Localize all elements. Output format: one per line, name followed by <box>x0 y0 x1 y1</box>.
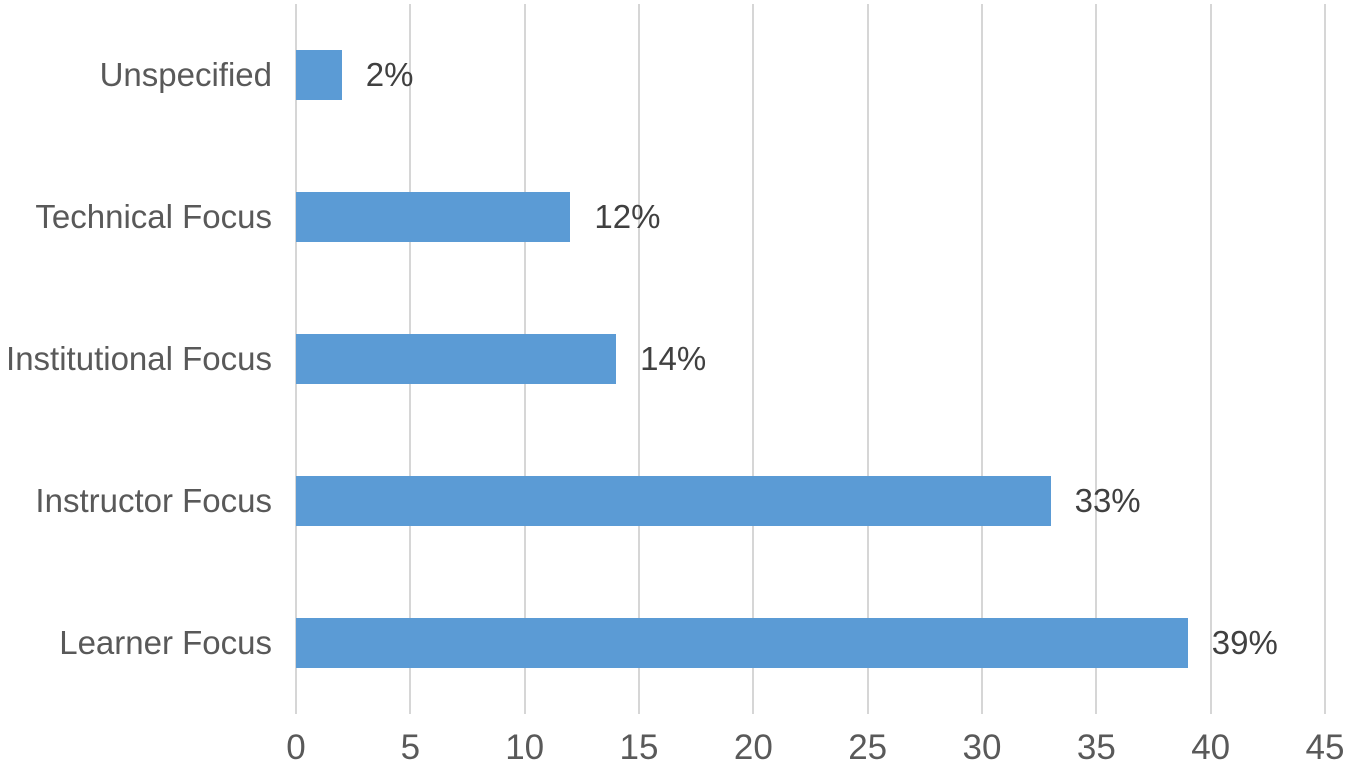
data-label: 14% <box>640 340 707 377</box>
bar-learner-focus <box>296 618 1188 668</box>
x-axis-tick-label: 15 <box>619 728 659 767</box>
bar-unspecified <box>296 50 342 100</box>
category-label: Instructor Focus <box>35 482 272 519</box>
x-axis-tick-label: 45 <box>1305 728 1345 767</box>
data-label: 39% <box>1211 624 1278 661</box>
x-axis-tick-label: 0 <box>286 728 306 767</box>
x-axis-tick-label: 40 <box>1191 728 1231 767</box>
bar-institutional-focus <box>296 334 617 384</box>
x-axis-tick-label: 20 <box>733 728 773 767</box>
bar-technical-focus <box>296 192 571 242</box>
plot-area: 2% 12% 14% 33% 39% <box>295 4 1326 714</box>
x-axis-tick-label: 35 <box>1076 728 1116 767</box>
x-axis-tick-label: 30 <box>962 728 1002 767</box>
gridline <box>752 4 755 714</box>
data-label: 2% <box>365 56 414 93</box>
x-axis-tick-label: 10 <box>505 728 545 767</box>
x-axis-tick-label: 25 <box>848 728 888 767</box>
gridline <box>638 4 640 714</box>
category-label: Unspecified <box>99 56 272 93</box>
gridline <box>981 4 983 714</box>
gridline <box>1095 4 1098 714</box>
category-label: Learner Focus <box>59 624 272 661</box>
x-axis-tick-label: 5 <box>400 728 421 767</box>
data-label: 33% <box>1074 482 1141 519</box>
gridline <box>1324 4 1326 714</box>
gridline <box>1209 4 1212 714</box>
category-label: Institutional Focus <box>6 340 272 377</box>
bar-instructor-focus <box>296 476 1051 526</box>
category-label: Technical Focus <box>35 198 272 235</box>
data-label: 12% <box>594 198 661 235</box>
gridline <box>866 4 869 714</box>
